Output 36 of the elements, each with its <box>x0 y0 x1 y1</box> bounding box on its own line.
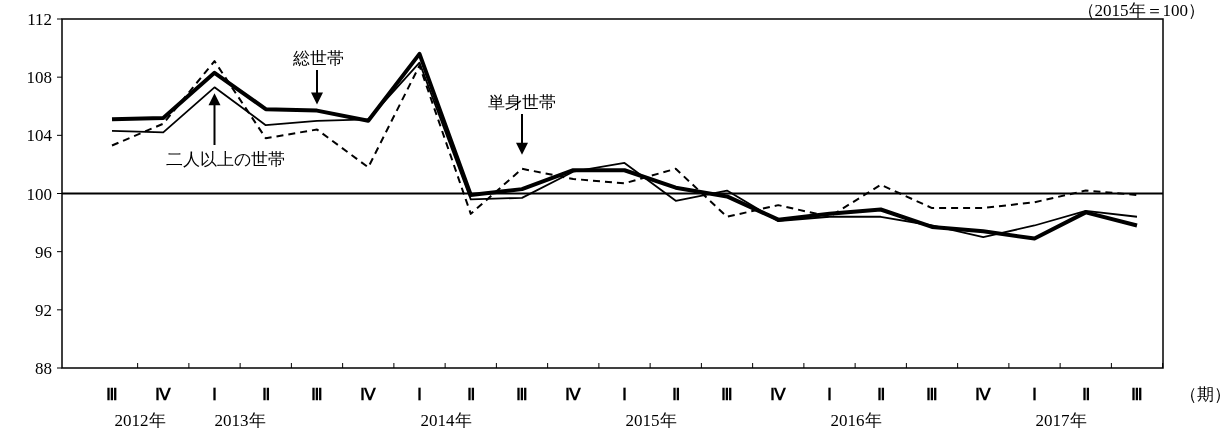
x-tick-label: Ⅱ <box>876 385 885 404</box>
x-tick-label: Ⅰ <box>212 385 217 404</box>
y-tick-label: 92 <box>35 300 52 320</box>
x-tick-label: Ⅳ <box>360 385 378 404</box>
y-tick-label: 112 <box>27 10 52 29</box>
x-tick-label: Ⅱ <box>466 385 475 404</box>
y-tick-label: 88 <box>35 359 52 378</box>
x-tick-label: Ⅲ <box>1131 385 1143 404</box>
x-tick-label: Ⅳ <box>155 385 173 404</box>
y-tick-label: 96 <box>35 242 52 262</box>
x-tick-label: Ⅳ <box>770 385 788 404</box>
xlabel: （期） <box>1179 385 1227 404</box>
x-tick-label: Ⅱ <box>671 385 680 404</box>
x-tick-label: Ⅱ <box>261 385 270 404</box>
y-tick-label: 108 <box>26 68 52 88</box>
x-tick-label: Ⅲ <box>516 385 528 404</box>
x-tick-label: Ⅰ <box>1032 385 1037 404</box>
x-tick-label: Ⅱ <box>1081 385 1090 404</box>
x-tick-label: Ⅲ <box>106 385 118 404</box>
x-tick-label: Ⅰ <box>417 385 422 404</box>
x-tick-label: Ⅰ <box>827 385 832 404</box>
annotation: 2015年 <box>625 411 677 430</box>
x-tick-label: Ⅲ <box>926 385 938 404</box>
y-tick-label: 100 <box>26 184 52 204</box>
annotation: 2016年 <box>830 411 882 430</box>
y-tick-label: 104 <box>26 126 53 146</box>
x-tick-label: Ⅰ <box>622 385 627 404</box>
x-tick-label: Ⅲ <box>721 385 733 404</box>
annotation: 2013年 <box>214 411 266 430</box>
x-tick-label: Ⅳ <box>975 385 993 404</box>
x-tick-label: Ⅳ <box>565 385 583 404</box>
x-tick-label: Ⅲ <box>311 385 323 404</box>
annotation: （2015年＝100） <box>1077 1 1205 20</box>
annotation: 2017年 <box>1035 411 1087 430</box>
annotation: 2012年 <box>114 411 166 430</box>
annotation: 2014年 <box>420 411 472 430</box>
